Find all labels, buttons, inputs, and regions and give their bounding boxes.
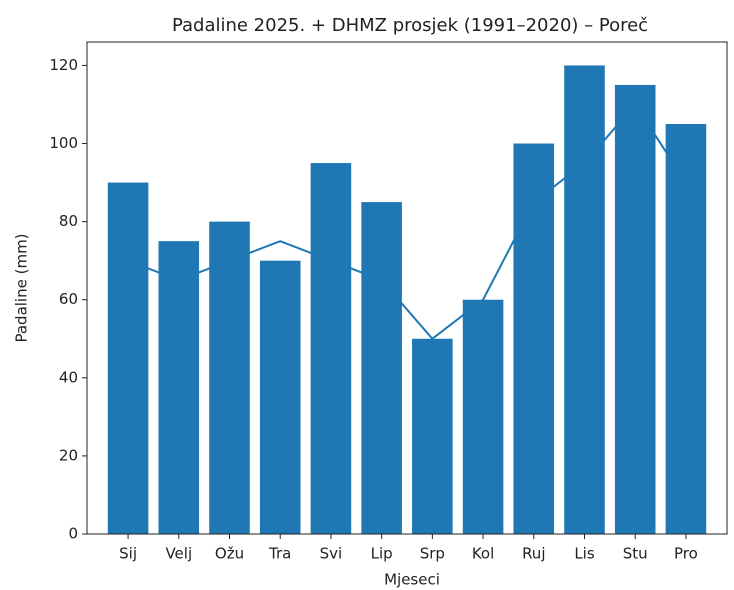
x-tick-label: Srp (420, 545, 445, 563)
x-tick-label: Ožu (215, 545, 244, 563)
x-tick-label: Stu (623, 545, 648, 563)
y-tick-label: 20 (59, 446, 78, 464)
bar (361, 202, 402, 534)
x-tick-label: Pro (674, 545, 698, 563)
bar (412, 338, 453, 534)
bar (259, 260, 301, 534)
bar (107, 182, 149, 535)
x-tick-label: Sij (119, 545, 137, 563)
x-axis-label: Mjeseci (384, 571, 440, 589)
bar (614, 84, 656, 534)
bar (209, 221, 250, 534)
bar (513, 143, 555, 534)
x-tick-label: Svi (320, 545, 343, 563)
x-tick-label: Velj (165, 545, 192, 563)
y-tick-label: 80 (59, 212, 78, 230)
bar (564, 65, 605, 534)
x-tick-label: Ruj (522, 545, 545, 563)
x-tick-label: Kol (472, 545, 494, 563)
y-tick-label: 60 (59, 290, 78, 308)
y-tick-label: 0 (68, 525, 78, 543)
bar (158, 241, 200, 534)
x-tick-label: Lis (574, 545, 595, 563)
x-tick-label: Tra (268, 545, 291, 563)
bar (310, 163, 352, 535)
x-tick-label: Lip (371, 545, 393, 563)
y-tick-label: 40 (59, 368, 78, 386)
y-tick-label: 100 (49, 134, 78, 152)
y-tick-label: 120 (49, 56, 78, 74)
y-axis-label: Padaline (mm) (13, 233, 31, 342)
plot-frame (86, 41, 728, 535)
bar (665, 124, 707, 534)
chart-title: Padaline 2025. + DHMZ prosjek (1991–2020… (172, 15, 648, 36)
bar (462, 299, 504, 534)
